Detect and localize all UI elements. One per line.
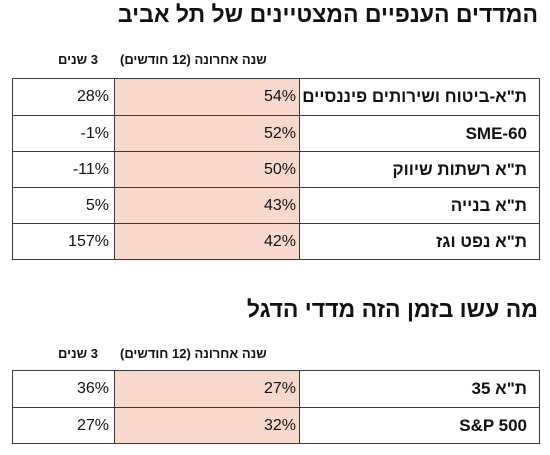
year-column-highlight bbox=[114, 79, 300, 115]
year-column-highlight bbox=[114, 224, 300, 259]
index-name: ת"א רשתות שיווק bbox=[392, 159, 527, 179]
table-row: 5% 43% ת"א בנייה bbox=[12, 188, 540, 224]
last-year-value: 27% bbox=[263, 380, 296, 397]
three-year-value: 5% bbox=[85, 196, 109, 214]
section1-title: המדדים הענפיים המצטיינים של תל אביב bbox=[117, 1, 538, 27]
section2-title: מה עשו בזמן הזה מדדי הדגל bbox=[246, 296, 538, 322]
index-name: SME-60 bbox=[465, 123, 527, 143]
table-row: -1% 52% SME-60 bbox=[12, 116, 540, 152]
three-year-value: -11% bbox=[72, 160, 109, 178]
index-name: ת"א בנייה bbox=[450, 195, 527, 215]
last-year-value: 42% bbox=[263, 232, 296, 250]
index-name: ת"א נפט וגז bbox=[436, 231, 527, 251]
year-column-highlight bbox=[114, 188, 300, 223]
last-year-value: 32% bbox=[263, 416, 296, 434]
three-year-value: 157% bbox=[68, 232, 109, 250]
section1-col-year-header: שנה אחרונה (12 חודשים) bbox=[120, 52, 267, 67]
section1-table: 28% 54% ת"א-ביטוח ושירותים פיננסיים -1% … bbox=[12, 78, 540, 260]
section2-col-3y-header: 3 שנים bbox=[58, 346, 98, 361]
last-year-value: 50% bbox=[263, 160, 296, 178]
table-row: 28% 54% ת"א-ביטוח ושירותים פיננסיים bbox=[12, 79, 540, 116]
three-year-value: -1% bbox=[80, 124, 109, 142]
section1-col-3y-header: 3 שנים bbox=[58, 52, 98, 67]
year-column-highlight bbox=[114, 408, 300, 443]
table-row: 27% 32% S&P 500 bbox=[12, 408, 540, 444]
last-year-value: 52% bbox=[263, 124, 296, 142]
last-year-value: 43% bbox=[263, 196, 296, 214]
year-column-highlight bbox=[114, 371, 300, 407]
index-name: S&P 500 bbox=[459, 415, 527, 435]
year-column-highlight bbox=[114, 116, 300, 151]
table-row: -11% 50% ת"א רשתות שיווק bbox=[12, 152, 540, 188]
three-year-value: 28% bbox=[76, 88, 109, 105]
last-year-value: 54% bbox=[263, 88, 296, 105]
section2-table: 36% 27% ת"א 35 27% 32% S&P 500 bbox=[12, 370, 540, 444]
table-row: 36% 27% ת"א 35 bbox=[12, 371, 540, 408]
three-year-value: 27% bbox=[76, 416, 109, 434]
table-row: 157% 42% ת"א נפט וגז bbox=[12, 224, 540, 260]
section2-col-year-header: שנה אחרונה (12 חודשים) bbox=[120, 346, 267, 361]
index-name: ת"א-ביטוח ושירותים פיננסיים bbox=[302, 87, 527, 106]
three-year-value: 36% bbox=[76, 380, 109, 397]
year-column-highlight bbox=[114, 152, 300, 187]
index-name: ת"א 35 bbox=[471, 379, 527, 398]
